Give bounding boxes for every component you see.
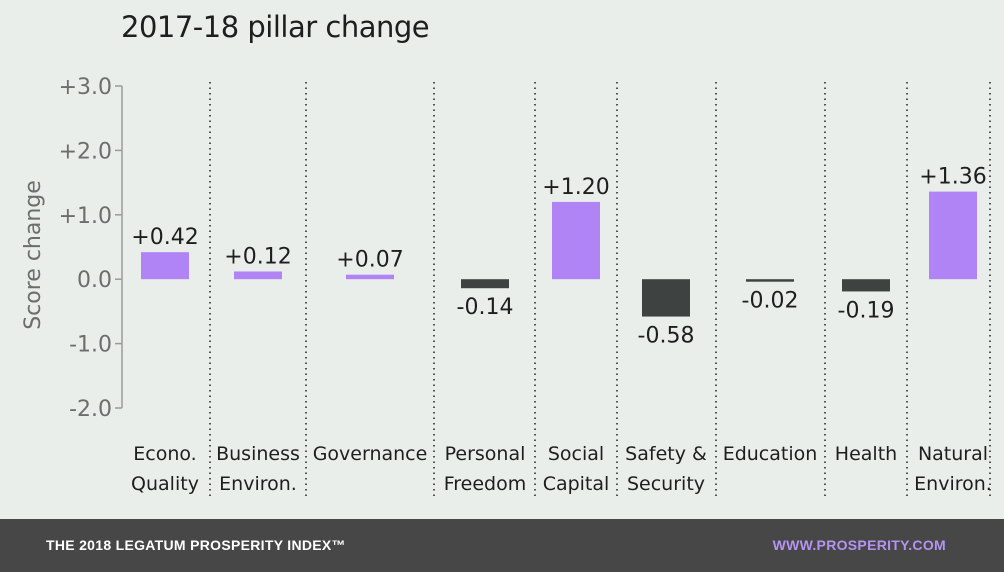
x-category-label: Business: [216, 443, 300, 465]
footer-website-link[interactable]: WWW.PROSPERITY.COM: [772, 537, 946, 553]
x-category-label: Governance: [313, 443, 428, 465]
y-axis-title: Score change: [21, 180, 46, 330]
y-tick-label: -1.0: [69, 333, 112, 358]
x-category-label: Quality: [131, 473, 199, 495]
bar-value-label: -0.02: [742, 289, 799, 314]
y-tick-label: +1.0: [59, 204, 112, 229]
x-category-label: Health: [835, 443, 897, 465]
x-category-label: Econo.: [133, 443, 196, 465]
bar-chart: +3.0 +2.0 +1.0 0.0 -1.0 -2.0 Score change +0.42…: [21, 75, 992, 500]
x-category-label: Security: [627, 473, 705, 495]
x-category-label: Personal: [445, 443, 526, 465]
bar: [234, 271, 282, 280]
x-category-label: Capital: [543, 473, 610, 495]
y-tick-label: +3.0: [59, 75, 112, 100]
bar: [461, 279, 509, 289]
bar-value-label: -0.19: [838, 298, 895, 323]
bar-value-label: -0.14: [457, 295, 514, 320]
bar-value-label: +1.36: [919, 165, 986, 190]
x-category-label: Environ.: [219, 473, 297, 495]
chart-title: 2017-18 pillar change: [121, 10, 430, 44]
y-tick-label: 0.0: [77, 268, 112, 293]
x-category-label: Freedom: [444, 473, 527, 495]
x-category-label: Social: [548, 443, 604, 465]
x-category-label: Environ.: [914, 473, 992, 495]
bar-value-label: +0.07: [336, 248, 403, 273]
bar: [552, 201, 600, 280]
footer-bar: THE 2018 LEGATUM PROSPERITY INDEX™ WWW.P…: [0, 519, 1004, 572]
y-tick-label: +2.0: [59, 139, 112, 164]
bar: [346, 274, 394, 280]
bar: [141, 252, 189, 280]
x-category-label: Safety &: [625, 443, 707, 465]
bar-value-label: -0.58: [638, 324, 695, 349]
x-category-label: Education: [723, 443, 818, 465]
y-tick-label: -2.0: [69, 397, 112, 422]
bar: [642, 279, 690, 317]
bar: [746, 279, 794, 282]
x-category-label: Natural: [918, 443, 988, 465]
bar-value-label: +1.20: [542, 175, 609, 200]
bar: [929, 191, 977, 280]
footer-index-name: THE 2018 LEGATUM PROSPERITY INDEX™: [46, 537, 346, 553]
bar-value-label: +0.42: [131, 225, 198, 250]
bar-value-label: +0.12: [224, 244, 291, 269]
bar: [842, 279, 890, 292]
